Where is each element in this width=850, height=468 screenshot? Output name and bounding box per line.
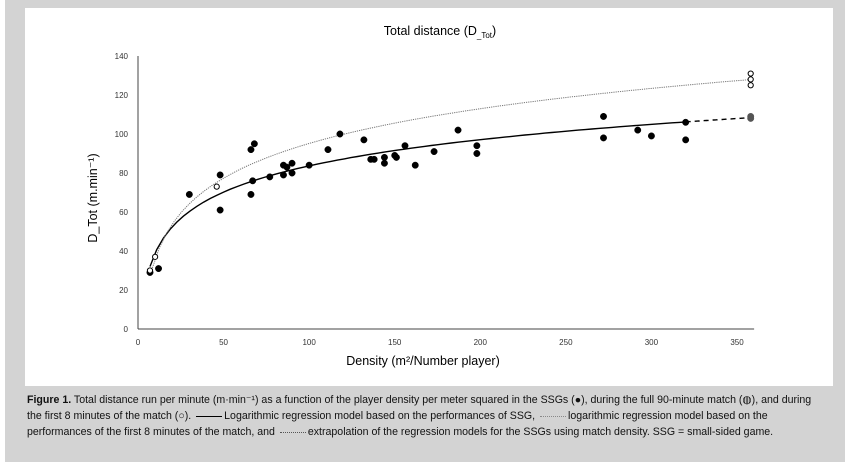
- x-tick-label: 50: [219, 338, 228, 347]
- data-point-filled-circle: [380, 153, 388, 161]
- data-point-filled-circle: [288, 159, 296, 167]
- y-tick-label: 20: [119, 286, 128, 295]
- data-point-filled-circle: [370, 155, 378, 163]
- data-point-grey-filled-circle: [747, 114, 755, 122]
- y-tick-label: 120: [115, 91, 129, 100]
- data-point-filled-circle: [305, 161, 313, 169]
- data-point-filled-circle: [380, 159, 388, 167]
- data-point-filled-circle: [600, 134, 607, 142]
- data-point-filled-circle: [473, 142, 481, 150]
- data-point-filled-circle: [283, 163, 291, 171]
- x-tick-label: 250: [559, 338, 573, 347]
- regression-line-dotted: [151, 79, 751, 271]
- regression-line-dashed: [685, 117, 751, 123]
- chart-panel: Total distance (D_Tot) Density (m²/Numbe…: [25, 8, 833, 386]
- caption-label: Figure 1.: [27, 394, 72, 406]
- data-point-filled-circle: [473, 150, 481, 157]
- data-point-filled-circle: [634, 126, 642, 134]
- data-point-filled-circle: [682, 118, 690, 126]
- figure-frame: Total distance (D_Tot) Density (m²/Numbe…: [5, 0, 845, 462]
- y-tick-label: 0: [124, 325, 129, 334]
- data-point-filled-circle: [185, 191, 193, 198]
- data-point-open-circle: [213, 183, 220, 190]
- data-point-filled-circle: [288, 169, 296, 177]
- x-tick-label: 150: [388, 338, 402, 347]
- data-point-filled-circle: [216, 206, 224, 214]
- data-point-filled-circle: [247, 146, 255, 154]
- x-tick-label: 100: [302, 338, 316, 347]
- data-point-filled-circle: [682, 136, 690, 144]
- data-point-filled-circle: [336, 130, 344, 138]
- figure-caption: Figure 1. Total distance run per minute …: [27, 392, 827, 440]
- chart-title: Total distance (D_Tot): [384, 24, 496, 40]
- data-point-filled-circle: [155, 265, 162, 272]
- solid-line-legend-icon: [196, 415, 223, 417]
- data-point-filled-circle: [360, 136, 368, 144]
- data-point-filled-circle: [600, 113, 607, 120]
- caption-text-3: logarithmic regression model based on th…: [27, 410, 768, 438]
- data-point-filled-circle: [216, 171, 224, 179]
- scatter-chart: Total distance (D_Tot) Density (m²/Numbe…: [86, 24, 755, 368]
- data-point-filled-circle: [454, 126, 462, 134]
- data-point-filled-circle: [401, 142, 409, 150]
- data-point-filled-circle: [324, 146, 332, 154]
- x-tick-label: 0: [136, 338, 141, 347]
- caption-text-2: Logarithmic regression model based on th…: [224, 410, 536, 422]
- dashed-line-legend-icon: [279, 431, 306, 433]
- y-tick-label: 140: [115, 52, 129, 61]
- data-point-open-circle: [152, 253, 159, 260]
- data-point-open-circle: [747, 82, 754, 89]
- data-point-filled-circle: [430, 148, 438, 156]
- caption-text-4: extrapolation of the regression models f…: [307, 426, 774, 438]
- regression-line-solid: [149, 121, 686, 267]
- data-point-open-circle: [747, 70, 754, 77]
- data-point-open-circle: [146, 267, 154, 274]
- data-point-filled-circle: [411, 161, 419, 169]
- y-tick-label: 40: [119, 247, 128, 256]
- x-tick-label: 300: [645, 338, 659, 347]
- data-point-open-circle: [747, 76, 754, 83]
- data-point-filled-circle: [250, 140, 258, 148]
- y-tick-label: 100: [115, 130, 129, 139]
- data-point-filled-circle: [247, 191, 255, 198]
- caption-text-1: Total distance run per minute (m·min⁻¹) …: [27, 394, 812, 422]
- y-tick-label: 60: [119, 208, 128, 217]
- y-axis-label: D_Tot (m.min⁻¹): [86, 153, 100, 242]
- data-point-filled-circle: [647, 132, 655, 140]
- x-axis-label: Density (m²/Number player): [346, 354, 500, 368]
- y-tick-label: 80: [119, 169, 128, 178]
- data-point-filled-circle: [280, 171, 287, 179]
- data-point-filled-circle: [392, 153, 400, 161]
- x-tick-label: 350: [730, 338, 744, 347]
- dotted-line-legend-icon: [540, 415, 567, 417]
- x-tick-label: 200: [474, 338, 488, 347]
- data-point-filled-circle: [249, 177, 257, 185]
- data-point-filled-circle: [266, 173, 274, 181]
